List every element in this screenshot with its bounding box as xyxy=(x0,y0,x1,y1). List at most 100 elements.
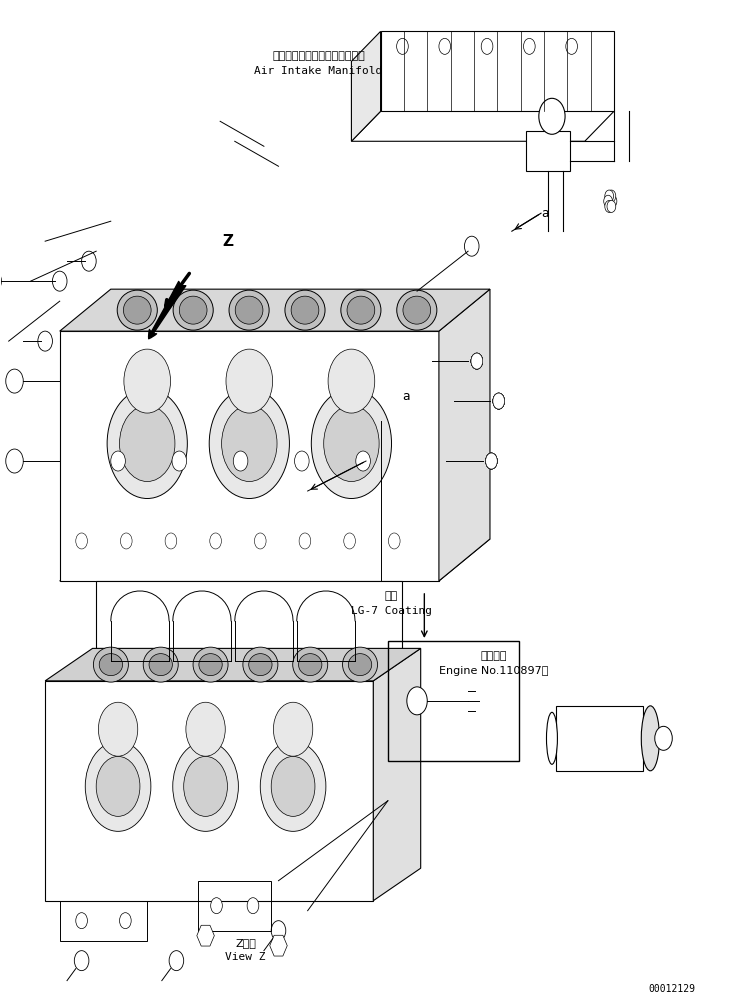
Ellipse shape xyxy=(249,653,272,675)
Circle shape xyxy=(186,702,225,757)
Ellipse shape xyxy=(291,297,319,324)
Polygon shape xyxy=(556,705,643,771)
Circle shape xyxy=(608,195,617,207)
Circle shape xyxy=(311,389,392,499)
Circle shape xyxy=(173,741,239,832)
Circle shape xyxy=(485,453,497,469)
Circle shape xyxy=(261,741,326,832)
Ellipse shape xyxy=(193,647,228,682)
Ellipse shape xyxy=(179,297,207,324)
Ellipse shape xyxy=(348,653,372,675)
Ellipse shape xyxy=(124,297,151,324)
Text: 00012129: 00012129 xyxy=(649,984,696,994)
Ellipse shape xyxy=(235,297,263,324)
Circle shape xyxy=(119,406,175,482)
Text: エアーインテークマニホールド: エアーインテークマニホールド xyxy=(272,51,365,61)
Polygon shape xyxy=(60,331,439,581)
Circle shape xyxy=(273,702,313,757)
Circle shape xyxy=(38,331,53,351)
Circle shape xyxy=(605,190,613,202)
Ellipse shape xyxy=(243,647,278,682)
Bar xyxy=(198,881,271,931)
Circle shape xyxy=(464,236,479,257)
Circle shape xyxy=(493,393,504,409)
Circle shape xyxy=(493,393,504,409)
Ellipse shape xyxy=(285,291,325,330)
Circle shape xyxy=(654,726,672,750)
Polygon shape xyxy=(526,131,570,171)
Ellipse shape xyxy=(117,291,157,330)
Ellipse shape xyxy=(293,647,328,682)
Ellipse shape xyxy=(397,291,437,330)
Text: 塗布: 塗布 xyxy=(385,591,398,601)
Bar xyxy=(388,641,519,761)
Text: 適用号機: 適用号機 xyxy=(480,651,507,661)
Polygon shape xyxy=(60,539,490,581)
Circle shape xyxy=(607,200,616,212)
Circle shape xyxy=(172,451,187,471)
Circle shape xyxy=(165,533,176,549)
Circle shape xyxy=(85,741,151,832)
Ellipse shape xyxy=(347,297,375,324)
Circle shape xyxy=(111,451,125,471)
Text: Z: Z xyxy=(222,233,233,248)
Text: a: a xyxy=(403,390,410,403)
Bar xyxy=(60,901,147,941)
Polygon shape xyxy=(351,111,614,141)
Circle shape xyxy=(407,686,427,714)
Polygon shape xyxy=(96,581,403,661)
Ellipse shape xyxy=(229,291,269,330)
Circle shape xyxy=(124,349,171,413)
Circle shape xyxy=(485,453,497,469)
Circle shape xyxy=(6,449,23,473)
Ellipse shape xyxy=(343,647,378,682)
Circle shape xyxy=(485,453,497,469)
Circle shape xyxy=(96,757,140,817)
Circle shape xyxy=(271,921,285,941)
Circle shape xyxy=(485,453,497,469)
Polygon shape xyxy=(439,290,490,581)
Circle shape xyxy=(0,270,1,294)
Circle shape xyxy=(539,98,565,134)
Circle shape xyxy=(210,533,222,549)
Circle shape xyxy=(324,406,379,482)
Ellipse shape xyxy=(199,653,223,675)
Polygon shape xyxy=(45,648,421,681)
Circle shape xyxy=(247,898,259,914)
Circle shape xyxy=(389,533,400,549)
Circle shape xyxy=(222,406,277,482)
Circle shape xyxy=(76,533,87,549)
Text: LG-7 Coating: LG-7 Coating xyxy=(351,606,432,616)
Ellipse shape xyxy=(100,653,122,675)
Circle shape xyxy=(107,389,187,499)
Circle shape xyxy=(471,353,482,369)
Text: Air Intake Manifold: Air Intake Manifold xyxy=(255,66,383,76)
Circle shape xyxy=(439,38,451,54)
Circle shape xyxy=(605,200,613,212)
Circle shape xyxy=(299,533,311,549)
Polygon shape xyxy=(381,31,614,111)
Ellipse shape xyxy=(173,291,213,330)
Circle shape xyxy=(121,533,132,549)
Ellipse shape xyxy=(403,297,430,324)
Text: a: a xyxy=(541,206,548,219)
Circle shape xyxy=(169,951,184,971)
Circle shape xyxy=(356,451,370,471)
Circle shape xyxy=(604,195,613,207)
Circle shape xyxy=(485,453,497,469)
Circle shape xyxy=(53,272,67,292)
Circle shape xyxy=(481,38,493,54)
Circle shape xyxy=(493,393,504,409)
Circle shape xyxy=(493,393,504,409)
Polygon shape xyxy=(197,925,214,946)
Ellipse shape xyxy=(299,653,322,675)
Circle shape xyxy=(471,353,482,369)
Circle shape xyxy=(328,349,375,413)
Circle shape xyxy=(607,190,616,202)
Circle shape xyxy=(211,898,223,914)
Ellipse shape xyxy=(94,647,128,682)
Circle shape xyxy=(209,389,289,499)
Circle shape xyxy=(184,757,228,817)
Ellipse shape xyxy=(341,291,381,330)
Ellipse shape xyxy=(641,705,660,771)
